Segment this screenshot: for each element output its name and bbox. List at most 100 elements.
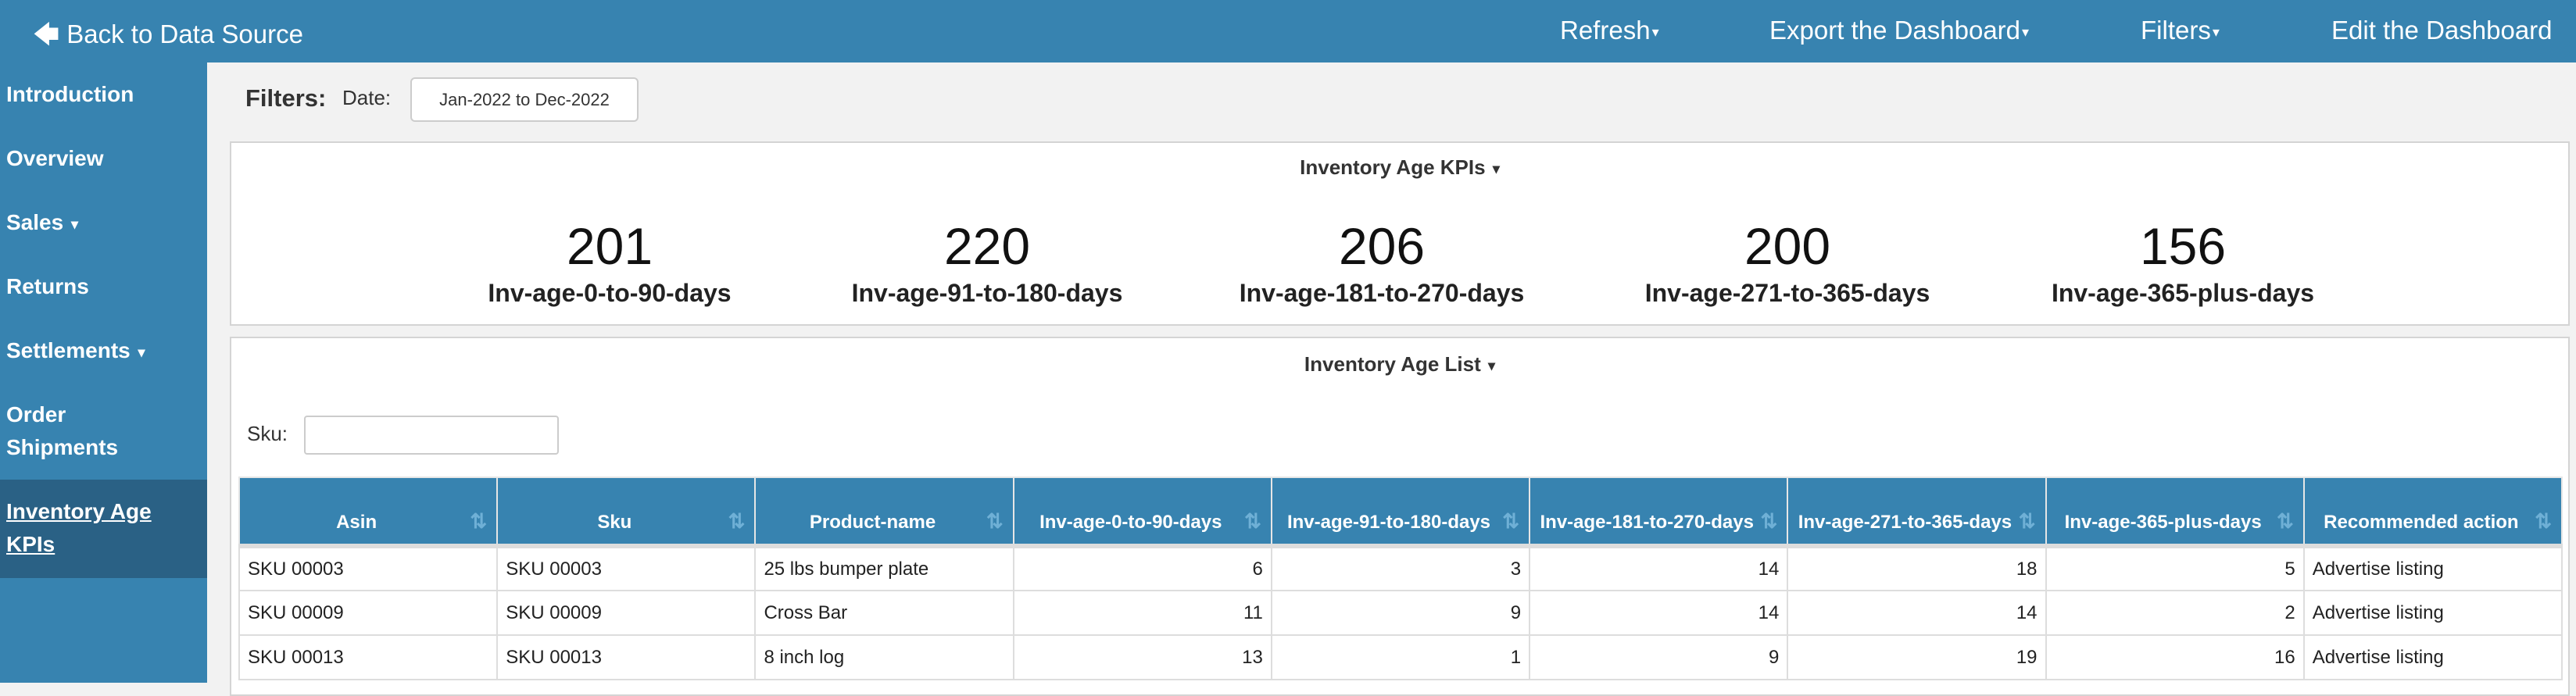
back-label: Back to Data Source [66,20,303,48]
table-cell: 25 lbs bumper plate [754,545,1014,591]
table-cell: 18 [1787,545,2047,591]
table-cell: 5 [2045,545,2305,591]
list-panel-title[interactable]: Inventory Age List ▾ [231,352,2568,377]
sidebar-item-inventory-age-kpis[interactable]: Inventory Age KPIs [0,480,207,578]
column-header-label: Sku [597,512,632,533]
column-header[interactable]: Asin ⇅ [238,476,499,548]
kpi-title-text: Inventory Age KPIs [1300,155,1486,179]
table-cell: 3 [1270,545,1531,591]
sidebar-item-sales[interactable]: Sales ▾ [0,206,207,241]
table-cell: SKU 00009 [238,590,499,636]
table-cell: Advertise listing [2302,634,2563,680]
table-cell: Advertise listing [2302,545,2563,591]
caret-down-icon: ▾ [70,216,78,232]
top-bar: 🡄 Back to Data Source Refresh ▾ Export th… [0,0,2576,62]
column-header-label: Inv-age-91-to-180-days [1286,512,1491,533]
caret-down-icon: ▾ [2022,23,2030,40]
sort-icon[interactable]: ⇅ [470,509,488,533]
back-to-data-source-link[interactable]: 🡄 Back to Data Source [33,16,303,59]
table-cell: SKU 00003 [238,545,499,591]
table-cell: Advertise listing [2302,590,2563,636]
refresh-label: Refresh [1560,16,1651,45]
column-header-label: Inv-age-0-to-90-days [1039,512,1222,533]
sidebar-item-settlements[interactable]: Settlements ▾ [0,334,207,369]
column-header[interactable]: Sku ⇅ [496,476,757,548]
inventory-age-label: Inventory Age KPIs [6,499,152,556]
caret-down-icon: ▾ [1492,160,1500,177]
sort-icon[interactable]: ⇅ [1502,509,1520,533]
caret-down-icon: ▾ [138,344,145,360]
filters-menu[interactable]: Filters ▾ [2141,16,2220,45]
list-title-text: Inventory Age List [1304,352,1481,376]
export-label: Export the Dashboard [1769,16,2021,45]
refresh-menu[interactable]: Refresh ▾ [1560,16,1659,45]
kpi-card: 156 Inv-age-365-plus-days [2003,215,2363,309]
table-cell: Cross Bar [754,590,1014,636]
column-header-label: Asin [336,512,377,533]
kpi-panel-title[interactable]: Inventory Age KPIs ▾ [231,155,2568,180]
edit-dashboard-button[interactable]: Edit the Dashboard [2331,16,2553,45]
sidebar: Introduction Overview Sales ▾ Returns Se… [0,62,207,683]
sort-icon[interactable]: ⇅ [2535,509,2552,533]
table-cell: SKU 00013 [496,634,757,680]
sort-icon[interactable]: ⇅ [2276,509,2294,533]
sort-icon[interactable]: ⇅ [728,509,746,533]
table-cell: 13 [1012,634,1272,680]
table-cell: 14 [1529,590,1789,636]
export-menu[interactable]: Export the Dashboard ▾ [1769,16,2029,45]
table-cell: 9 [1529,634,1789,680]
table-cell: 9 [1270,590,1531,636]
filters-heading: Filters: [245,84,327,112]
kpi-card: 200 Inv-age-271-to-365-days [1608,215,1967,309]
column-header[interactable]: Inv-age-181-to-270-days ⇅ [1529,476,1789,548]
arrow-left-icon: 🡄 [33,20,60,48]
sidebar-item-overview[interactable]: Overview [6,146,104,170]
sidebar-item-order-shipments[interactable]: Order Shipments [6,402,119,459]
kpi-label: Inv-age-181-to-270-days [1239,279,1525,307]
column-header-label: Recommended action [2324,512,2519,533]
column-header[interactable]: Recommended action ⇅ [2302,476,2563,548]
table-cell: SKU 00009 [496,590,757,636]
kpi-value: 206 [1338,217,1426,275]
kpi-value: 156 [2139,217,2227,275]
inventory-age-table: Asin ⇅ Sku ⇅ Product-name ⇅ Inv-age-0-to-90-da… [238,476,2563,680]
date-range-button[interactable]: Jan-2022 to Dec-2022 [410,77,639,122]
caret-down-icon: ▾ [1488,357,1496,373]
table-cell: SKU 00003 [496,545,757,591]
caret-down-icon: ▾ [1651,23,1659,40]
table-row: SKU 00009 SKU 00009 Cross Bar 11 9 14 14 2 Adver… [238,590,2563,636]
table-cell: 6 [1012,545,1272,591]
column-header[interactable]: Inv-age-365-plus-days ⇅ [2045,476,2305,548]
table-cell: 8 inch log [754,634,1014,680]
kpi-value: 220 [943,217,1031,275]
column-header-label: Inv-age-365-plus-days [2064,512,2262,533]
column-header[interactable]: Inv-age-91-to-180-days ⇅ [1270,476,1531,548]
kpi-card: 201 Inv-age-0-to-90-days [430,215,789,309]
sidebar-item-returns[interactable]: Returns [6,274,89,298]
sku-filter-input[interactable] [304,416,559,455]
table-cell: 2 [2045,590,2305,636]
sort-icon[interactable]: ⇅ [1244,509,1261,533]
table-row: SKU 00003 SKU 00003 25 lbs bumper plate 6 3 1… [238,545,2563,591]
sort-icon[interactable]: ⇅ [1760,509,1778,533]
kpi-label: Inv-age-271-to-365-days [1644,279,1930,307]
kpi-value: 200 [1744,217,1831,275]
caret-down-icon: ▾ [2212,23,2220,40]
sort-icon[interactable]: ⇅ [986,509,1004,533]
sidebar-item-introduction[interactable]: Introduction [6,82,134,106]
column-header[interactable]: Inv-age-271-to-365-days ⇅ [1787,476,2047,548]
sort-icon[interactable]: ⇅ [2018,509,2036,533]
filters-label: Filters [2141,16,2211,45]
column-header[interactable]: Product-name ⇅ [754,476,1014,548]
column-header-label: Inv-age-181-to-270-days [1540,512,1754,533]
column-header[interactable]: Inv-age-0-to-90-days ⇅ [1012,476,1272,548]
table-cell: 14 [1787,590,2047,636]
column-header-label: Inv-age-271-to-365-days [1798,512,2012,533]
sales-label: Sales [6,210,64,234]
table-cell: 19 [1787,634,2047,680]
kpi-value: 201 [566,217,653,275]
sku-filter-label: Sku: [247,422,288,445]
kpi-label: Inv-age-91-to-180-days [851,279,1123,307]
table-cell: 1 [1270,634,1531,680]
table-cell: 11 [1012,590,1272,636]
